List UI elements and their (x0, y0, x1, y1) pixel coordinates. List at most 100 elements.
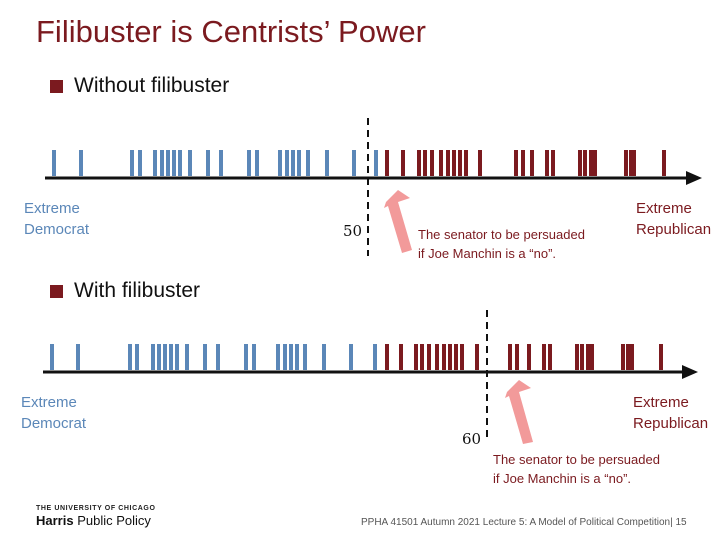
republican-senator-tick (475, 344, 479, 370)
democrat-senator-tick (216, 344, 220, 370)
democrat-senator-tick (138, 150, 142, 176)
democrat-senator-tick (135, 344, 139, 370)
threshold-line-60 (486, 310, 488, 438)
democrat-senator-tick (325, 150, 329, 176)
republican-senator-tick (417, 150, 421, 176)
republican-senator-tick (578, 150, 582, 176)
spectrum-without-filibuster (45, 150, 702, 185)
republican-senator-tick (580, 344, 584, 370)
republican-senator-tick (629, 150, 633, 176)
democrat-senator-tick (219, 150, 223, 176)
democrat-senator-tick (373, 344, 377, 370)
republican-senator-tick (662, 150, 666, 176)
democrat-senator-tick (185, 344, 189, 370)
democrat-senator-tick (166, 150, 170, 176)
threshold-label-60: 60 (462, 430, 482, 448)
democrat-senator-tick (244, 344, 248, 370)
democrat-senator-tick (153, 150, 157, 176)
panel-heading-with: With filibuster (74, 279, 201, 302)
republican-senator-tick (458, 150, 462, 176)
democrat-senator-tick (297, 150, 301, 176)
republican-senator-tick (515, 344, 519, 370)
republican-senator-tick (626, 344, 630, 370)
democrat-senator-tick (188, 150, 192, 176)
democrat-senator-tick (206, 150, 210, 176)
democrat-senator-tick (160, 150, 164, 176)
democrat-senator-tick (255, 150, 259, 176)
republican-senator-tick (630, 344, 634, 370)
extreme-democrat-label: Extreme Democrat (24, 200, 90, 238)
republican-senator-tick (632, 150, 636, 176)
persuaded-senator-note: The senator to be persuaded if Joe Manchi… (493, 452, 660, 486)
republican-senator-tick (460, 344, 464, 370)
democrat-senator-tick (79, 150, 83, 176)
democrat-senator-tick (322, 344, 326, 370)
democrat-senator-tick (163, 344, 167, 370)
republican-senator-tick (589, 150, 593, 176)
threshold-line-50 (367, 118, 369, 256)
democrat-senator-tick (291, 150, 295, 176)
democrat-senator-tick (203, 344, 207, 370)
republican-senator-tick (399, 344, 403, 370)
republican-senator-tick (435, 344, 439, 370)
republican-senator-tick (575, 344, 579, 370)
republican-senator-tick (624, 150, 628, 176)
arrow-icon (384, 190, 412, 253)
footer-text: PPHA 41501 Autumn 2021 Lecture 5: A Mode… (361, 517, 687, 528)
democrat-senator-tick (175, 344, 179, 370)
democrat-senator-tick (128, 344, 132, 370)
democrat-senator-tick (295, 344, 299, 370)
democrat-senator-tick (76, 344, 80, 370)
bullet-square (50, 80, 63, 93)
democrat-senator-tick (151, 344, 155, 370)
democrat-senator-tick (172, 150, 176, 176)
democrat-senator-tick (283, 344, 287, 370)
republican-senator-tick (439, 150, 443, 176)
university-logo-text: THE UNIVERSITY OF CHICAGO (36, 505, 156, 512)
extreme-democrat-label: Extreme Democrat (21, 394, 87, 432)
democrat-senator-tick (285, 150, 289, 176)
republican-senator-tick (401, 150, 405, 176)
republican-senator-tick (514, 150, 518, 176)
bullet-square (50, 285, 63, 298)
republican-senator-tick (430, 150, 434, 176)
democrat-senator-tick (374, 150, 378, 176)
democrat-senator-tick (352, 150, 356, 176)
democrat-senator-tick (278, 150, 282, 176)
senator-ticks (52, 150, 666, 176)
republican-senator-tick (530, 150, 534, 176)
persuaded-senator-note: The senator to be persuaded if Joe Manchi… (418, 227, 585, 261)
democrat-senator-tick (52, 150, 56, 176)
republican-senator-tick (452, 150, 456, 176)
republican-senator-tick (478, 150, 482, 176)
republican-senator-tick (527, 344, 531, 370)
republican-senator-tick (593, 150, 597, 176)
republican-senator-tick (385, 150, 389, 176)
democrat-senator-tick (130, 150, 134, 176)
harris-logo-text: Harris Public Policy (36, 513, 151, 528)
slide-title: Filibuster is Centrists’ Power (36, 14, 426, 49)
republican-senator-tick (586, 344, 590, 370)
republican-senator-tick (659, 344, 663, 370)
senator-ticks (50, 344, 663, 370)
republican-senator-tick (551, 150, 555, 176)
republican-senator-tick (621, 344, 625, 370)
republican-senator-tick (545, 150, 549, 176)
extreme-republican-label: Extreme Republican (633, 394, 709, 432)
republican-senator-tick (521, 150, 525, 176)
republican-senator-tick (414, 344, 418, 370)
democrat-senator-tick (306, 150, 310, 176)
republican-senator-tick (446, 150, 450, 176)
republican-senator-tick (420, 344, 424, 370)
republican-senator-tick (448, 344, 452, 370)
extreme-republican-label: Extreme Republican (636, 200, 712, 238)
republican-senator-tick (442, 344, 446, 370)
democrat-senator-tick (349, 344, 353, 370)
republican-senator-tick (583, 150, 587, 176)
democrat-senator-tick (252, 344, 256, 370)
threshold-label-50: 50 (343, 222, 363, 240)
republican-senator-tick (454, 344, 458, 370)
democrat-senator-tick (157, 344, 161, 370)
democrat-senator-tick (50, 344, 54, 370)
democrat-senator-tick (289, 344, 293, 370)
